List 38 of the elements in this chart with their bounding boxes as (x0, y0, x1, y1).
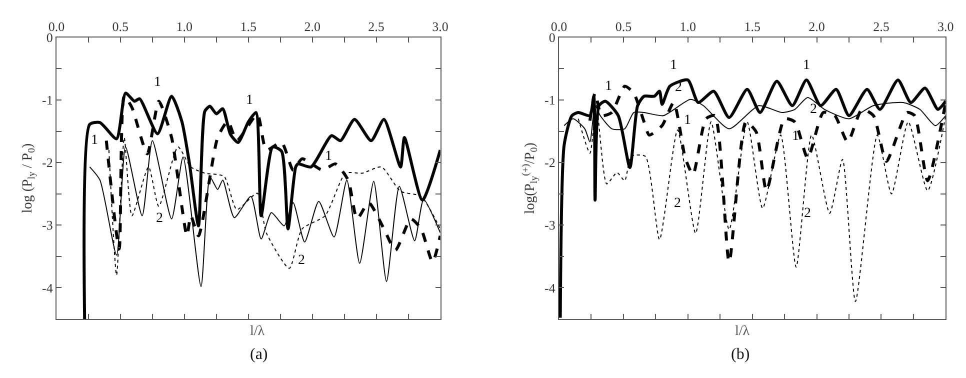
series-label: 2 (804, 206, 811, 221)
x-tick-label: 2.5 (368, 19, 384, 34)
y-tick-label: -1 (544, 92, 556, 108)
text: 1 (670, 58, 677, 73)
x-tick-label: 0.5 (615, 19, 632, 34)
x-tick-label: 1.5 (240, 19, 256, 34)
y-tick-label: -2 (42, 155, 53, 170)
y-tick-label: -3 (544, 218, 556, 233)
text: 2 (674, 196, 681, 211)
y-tick-label: -4 (42, 280, 54, 296)
text: 1 (91, 133, 98, 148)
x-tick-label: 3.0 (938, 19, 954, 34)
series-label: 2 (810, 102, 817, 117)
x-tick-label: 2.5 (873, 19, 890, 34)
x-tick-label: 1.0 (680, 19, 696, 34)
x-tick-label: 1.0 (176, 19, 193, 34)
series-label: 1 (246, 93, 253, 108)
text: 1 (154, 75, 161, 90)
y-tick-label: -1 (42, 92, 53, 108)
y-tick-label: -3 (42, 218, 53, 233)
text: 1 (803, 58, 810, 73)
x-tick-label: 2.0 (808, 19, 825, 34)
series-label: 2 (156, 211, 163, 226)
series-label: 1 (325, 149, 332, 164)
x-tick-label: 2.0 (304, 19, 320, 34)
series-label: 2 (298, 253, 305, 268)
x-tick-label: 0.5 (112, 19, 129, 34)
x-tick-label: 3.0 (432, 19, 448, 34)
text: (a) (250, 346, 268, 363)
series-label: 1 (605, 79, 612, 94)
text: (b) (731, 346, 750, 363)
series-label: 1 (792, 129, 799, 144)
text: 1 (684, 113, 691, 128)
y-tick-label: -4 (544, 280, 556, 296)
x-axis-title: l/λ (250, 324, 265, 339)
y-tick-label: -2 (544, 155, 556, 170)
x-tick-label: 1.5 (744, 19, 760, 34)
x-axis-title: l/λ (735, 324, 750, 339)
